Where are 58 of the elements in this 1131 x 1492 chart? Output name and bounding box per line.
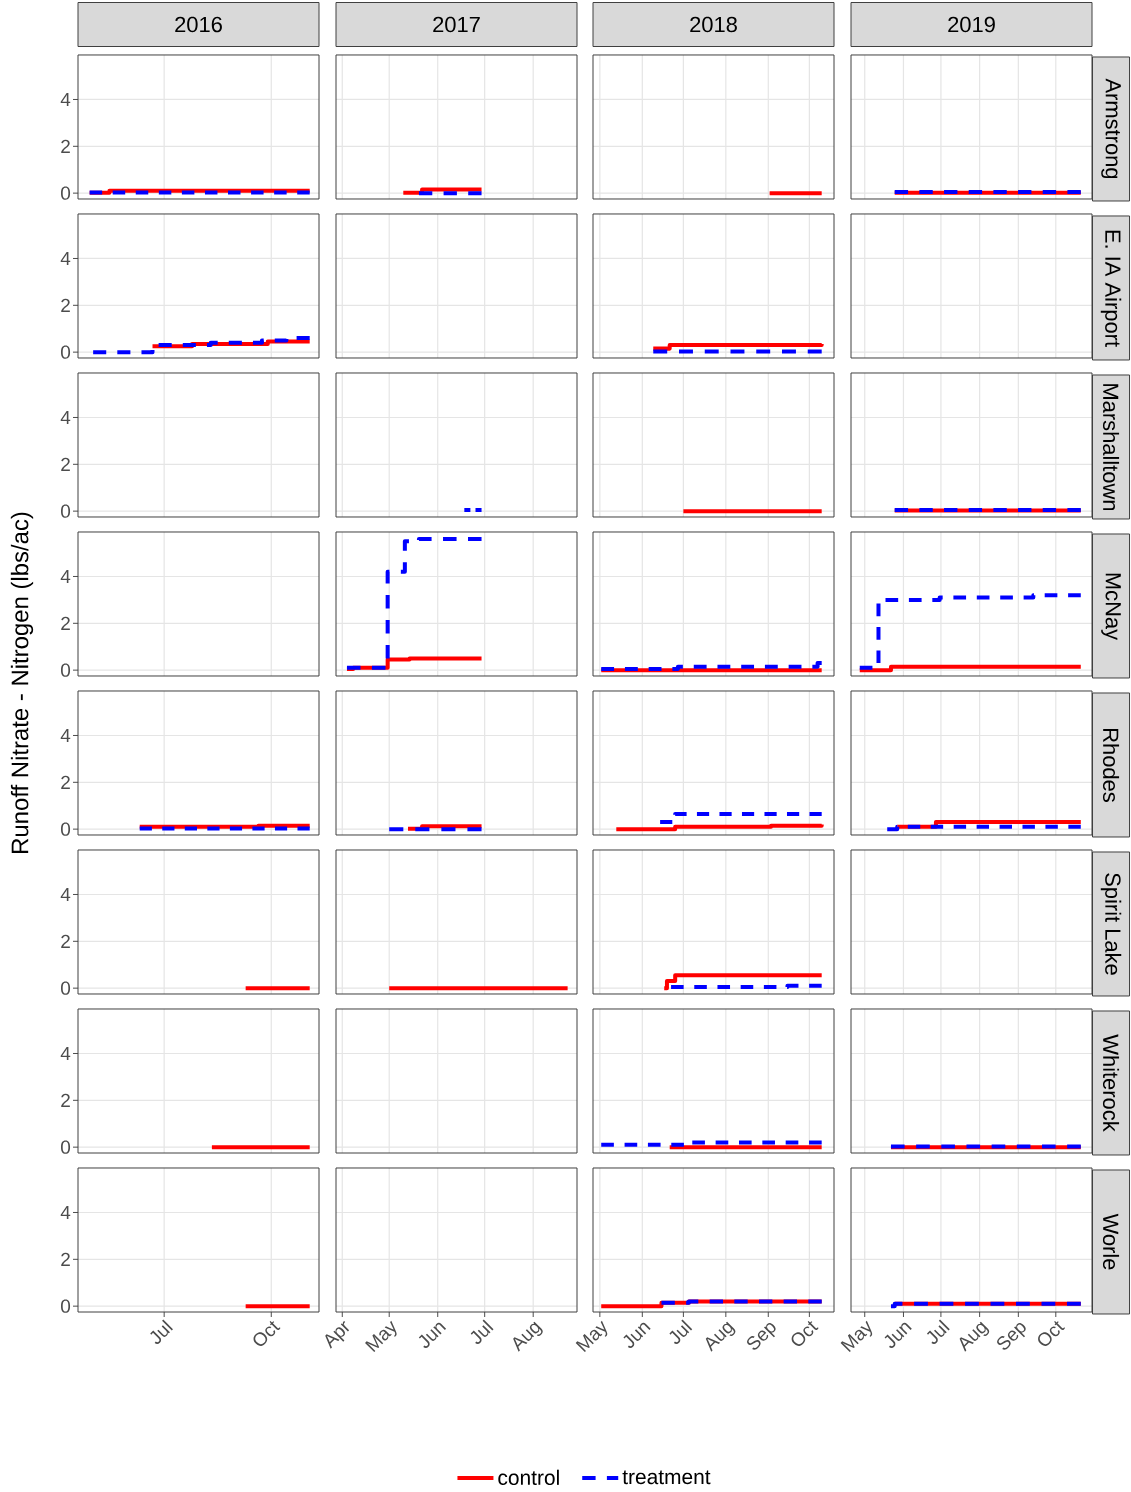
chart-title: 2017 [433,16,480,33]
y-tick-label: 4 [60,728,71,742]
x-tick-label: Oct [1038,1320,1065,1346]
x-tick-label: May [365,1320,397,1353]
x-tick-label: Jun [623,1322,651,1348]
x-tick-label: Oct [253,1320,281,1346]
y-tick-label: 0 [61,981,71,995]
y-tick-label: 4 [60,92,71,106]
y-tick-label: 2 [61,457,70,471]
y2-axis-title: Whiterock [1102,1034,1120,1132]
y-tick-label: 2 [61,616,70,630]
x-tick-label: Jun [884,1322,912,1348]
y-tick-label: 2 [61,934,70,948]
y2-axis-title: E. IA Airport [1100,230,1122,347]
y-tick-label: 4 [60,887,71,901]
y-tick-label: 0 [61,822,71,836]
chart-title: 2018 [690,16,737,33]
y-tick-label: 2 [61,298,70,312]
chart-title: 2016 [175,16,222,33]
y2-axis-title: Rhodes [1102,729,1120,802]
x-tick-label: Sep [997,1322,1026,1350]
x-tick-label: May [575,1320,608,1353]
y-tick-label: 0 [61,1299,71,1313]
y-tick-label: 4 [60,569,71,583]
x-tick-label: Sep [747,1322,776,1350]
x-tick-label: Aug [513,1321,543,1352]
y-tick-label: 0 [61,345,71,359]
y2-axis-title: Worle [1102,1213,1120,1270]
y2-axis-title: Marshalltown [1102,384,1120,511]
y-tick-label: 2 [61,1093,70,1107]
x-tick-label: Oct [791,1320,819,1346]
y-tick-label: 2 [61,1252,70,1266]
x-tick-label: Aug [705,1321,736,1352]
x-tick-label: Apr [325,1320,350,1349]
x-tick-label: May [840,1320,873,1353]
x-tick-label: Jun [418,1322,447,1348]
y-tick-label: 4 [60,251,71,265]
y-tick-label: 2 [61,775,70,789]
y2-axis-title: Armstrong [1101,78,1121,179]
y-tick-label: 0 [61,1140,71,1154]
x-tick-label: Jul [470,1319,494,1344]
y-tick-label: 2 [61,139,70,153]
chart-title: 2019 [948,16,995,33]
y-tick-label: 4 [60,1046,71,1060]
y-tick-label: 4 [60,1205,71,1219]
legend-label: treatment [622,1470,711,1485]
x-tick-label: Aug [959,1321,990,1352]
y-tick-label: 0 [61,504,71,518]
x-tick-label: Jul [150,1319,173,1344]
legend-label: control [498,1469,559,1486]
y-tick-label: 0 [61,663,71,677]
y-tick-label: 0 [61,186,71,200]
y2-axis-title: Spirit Lake [1100,873,1122,975]
x-tick-label: Jul [926,1319,950,1344]
x-tick-label: Jul [669,1319,693,1344]
y-tick-label: 4 [60,410,71,424]
y2-axis-title: McNay [1101,573,1121,641]
y-axis-title: Runoff Nitrate - Nitrogen (lbs/ac) [10,512,34,853]
